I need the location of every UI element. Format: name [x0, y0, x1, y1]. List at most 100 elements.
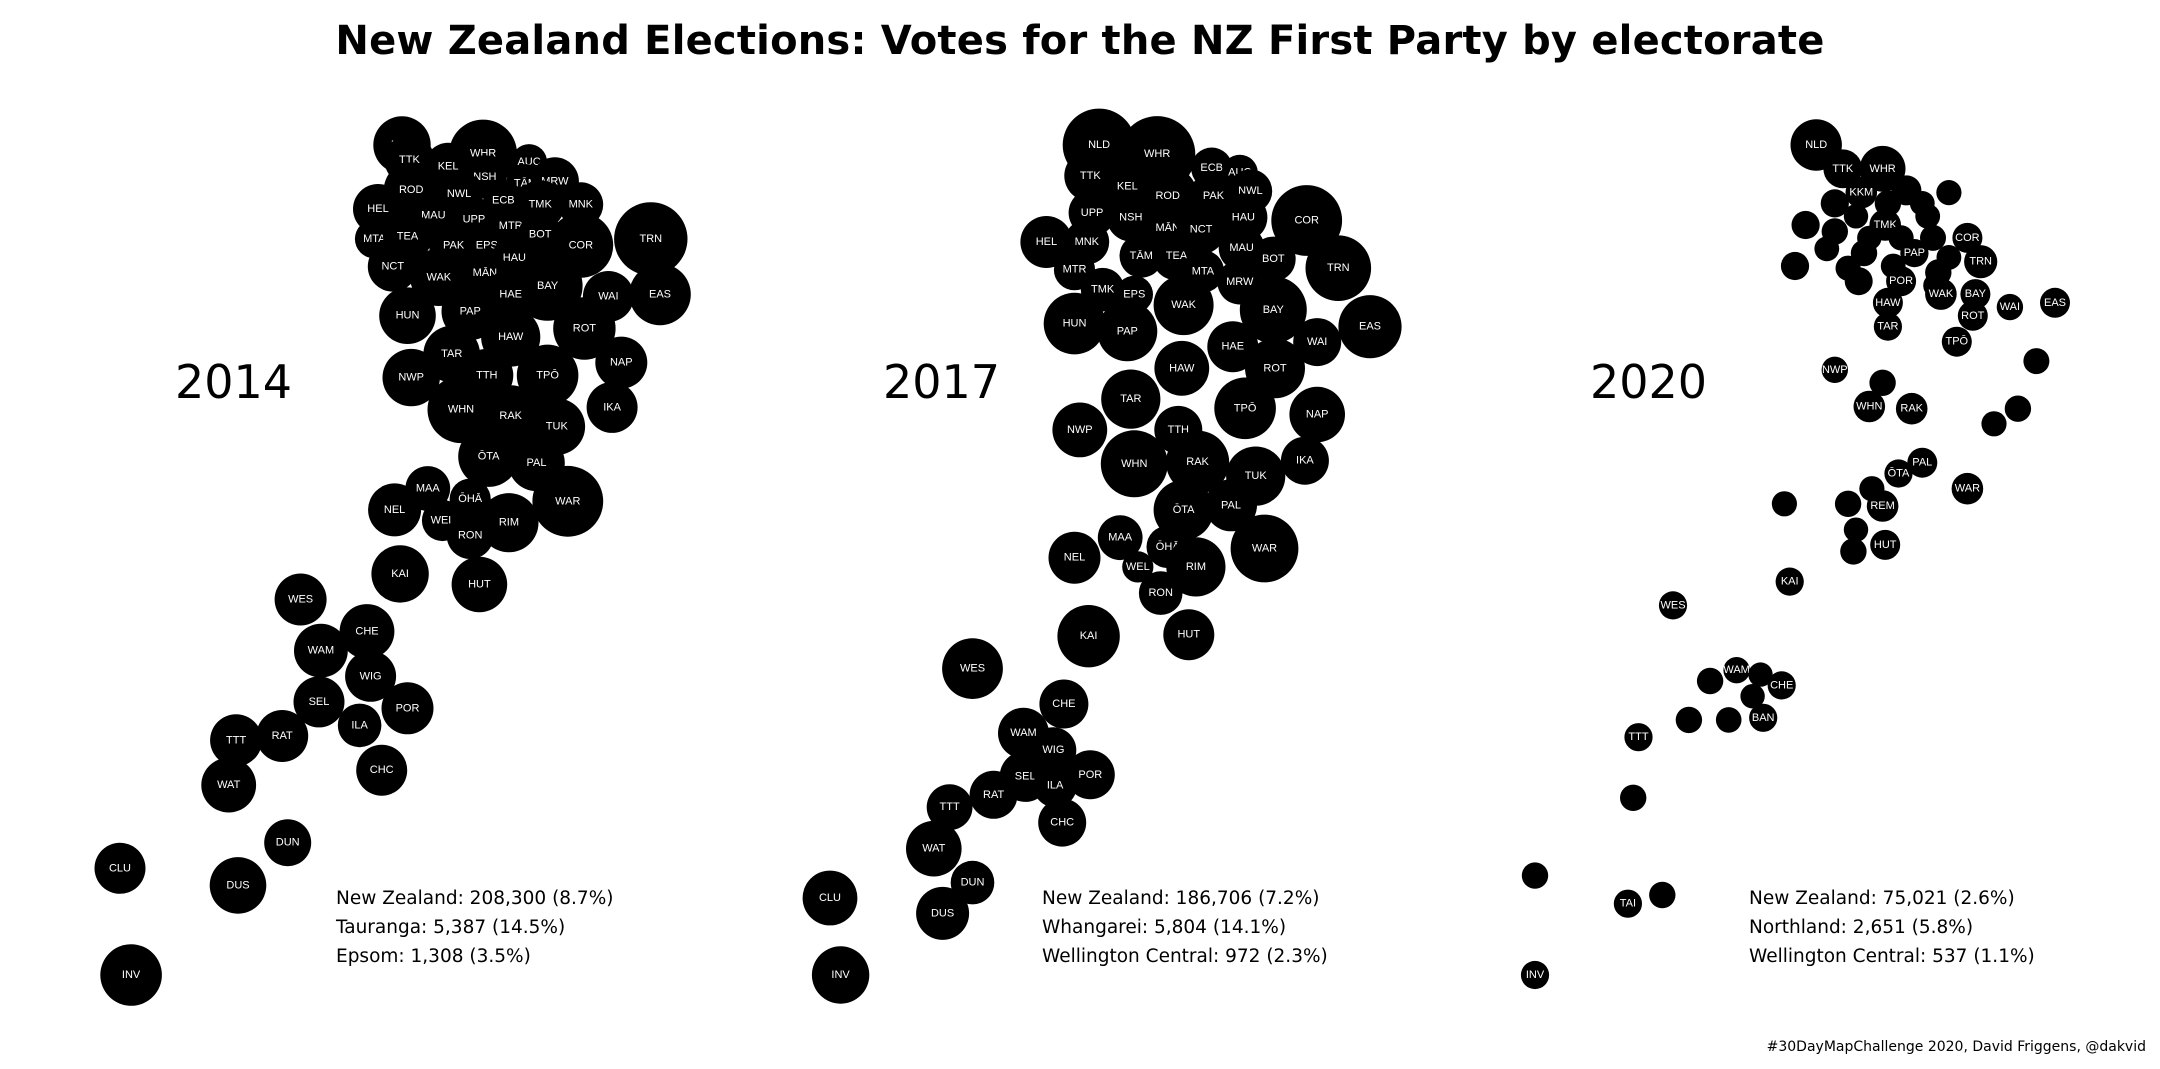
electorate-bubble-unlabelled-16	[1920, 224, 1946, 251]
electorate-label: NWP	[398, 372, 424, 384]
electorate-label: TPŌ	[536, 369, 559, 381]
electorate-label: BAN	[1752, 712, 1775, 724]
electorate-label: HAW	[1169, 362, 1195, 374]
electorate-bubble-rat	[969, 770, 1018, 819]
electorate-bubble-trn	[614, 202, 688, 276]
electorate-bubble-hel	[1020, 216, 1073, 268]
electorate-bubble-tpō	[1214, 377, 1276, 440]
electorate-bubble-ila	[337, 703, 382, 748]
electorate-bubble-rat	[256, 710, 309, 762]
electorate-label: SEL	[309, 696, 330, 708]
electorate-bubble-tpō	[516, 344, 579, 407]
electorate-label: WIG	[360, 670, 382, 682]
electorate-label: TAI	[1620, 898, 1636, 910]
electorate-bubble-pal	[1205, 479, 1257, 532]
electorate-bubble-cor	[1271, 185, 1343, 256]
electorate-label: BOT	[529, 229, 552, 241]
electorate-label: EAS	[1359, 321, 1381, 333]
electorate-bubble-clu	[802, 870, 858, 926]
electorate-label: INV	[831, 969, 850, 981]
electorate-label: WES	[288, 594, 313, 606]
electorate-bubble-unlabelled-52	[1843, 517, 1869, 542]
electorate-label: NWP	[1067, 424, 1093, 436]
electorate-label: DUN	[276, 837, 300, 849]
electorate-bubble-nwp	[1821, 356, 1849, 383]
electorate-bubble-unlabelled-59	[1748, 662, 1773, 687]
electorate-bubble-nwp	[382, 348, 440, 407]
electorate-label: WAT	[217, 779, 240, 791]
electorate-label: DUS	[226, 879, 249, 891]
electorate-label: KAI	[1781, 576, 1799, 588]
electorate-bubble-pap	[1900, 239, 1929, 268]
electorate-bubble-ban	[1749, 703, 1778, 732]
electorate-bubble-dus	[209, 857, 267, 914]
electorate-bubble-hut	[451, 556, 508, 613]
electorate-bubble-hut	[1163, 609, 1215, 661]
electorate-label: WAK	[1171, 299, 1196, 311]
electorate-label: POR	[1078, 769, 1102, 781]
electorate-bubble-wes	[942, 638, 1003, 699]
electorate-bubble-trn	[1964, 245, 1998, 279]
electorate-bubble-bay	[1239, 276, 1307, 344]
summary-line: Wellington Central: 972 (2.3%)	[1042, 946, 1328, 967]
electorate-bubble-unlabelled-54	[1840, 538, 1867, 565]
electorate-bubble-unlabelled-61	[1740, 684, 1765, 709]
electorate-bubble-por	[1065, 750, 1115, 800]
electorate-label: HEL	[1036, 236, 1057, 248]
electorate-bubble-nap	[1289, 386, 1345, 443]
electorate-bubble-wam	[1723, 657, 1750, 684]
electorate-bubble-whn	[427, 376, 495, 444]
electorate-bubble-pap	[1097, 301, 1158, 362]
electorate-bubble-unlabelled-63	[1715, 707, 1742, 733]
electorate-label: WHN	[1121, 458, 1147, 470]
electorate-bubble-unlabelled-6	[1820, 189, 1849, 218]
electorate-label: WAK	[1929, 288, 1954, 300]
electorate-label: MAU	[1229, 242, 1254, 254]
electorate-bubble-dus	[916, 886, 970, 940]
electorate-bubble-unlabelled-62	[1675, 706, 1703, 734]
electorate-label: PAL	[527, 457, 547, 469]
electorate-label: MTA	[363, 233, 386, 245]
electorate-label: KAI	[1080, 630, 1098, 642]
electorate-bubble-trn	[1305, 235, 1372, 301]
electorate-bubble-tām	[1119, 234, 1164, 278]
electorate-label: TEA	[397, 231, 419, 243]
electorate-label: TTH	[1168, 424, 1189, 436]
electorate-bubble-chc	[1038, 798, 1087, 847]
electorate-label: RON	[1148, 587, 1173, 599]
electorate-label: ECB	[492, 195, 515, 207]
electorate-label: MNK	[569, 199, 594, 211]
electorate-bubble-unlabelled-69	[1649, 881, 1676, 909]
electorate-bubble-nap	[595, 336, 648, 389]
electorate-bubble-unlabelled-43	[2004, 395, 2032, 422]
electorate-label: TMK	[1874, 219, 1898, 231]
electorate-label: MTR	[499, 220, 523, 232]
electorate-bubble-unlabelled-40	[2023, 348, 2050, 375]
electorate-bubble-inv	[811, 946, 870, 1004]
electorate-bubble-tar	[1101, 369, 1161, 429]
electorate-bubble-war	[1230, 514, 1299, 583]
electorate-label: ROT	[1961, 310, 1985, 322]
electorate-bubble-unlabelled-5	[1936, 180, 1962, 206]
electorate-label: EAS	[649, 288, 671, 300]
electorate-label: PAL	[1221, 499, 1241, 511]
electorate-label: WAR	[1252, 543, 1277, 555]
electorate-label: CHC	[1050, 817, 1074, 829]
electorate-label: COR	[569, 239, 594, 251]
electorate-bubble-ron	[1138, 571, 1183, 615]
electorate-label: CLU	[109, 862, 131, 874]
chart-title: New Zealand Elections: Votes for the NZ …	[335, 18, 1825, 64]
electorate-bubble-nwp	[1052, 402, 1108, 458]
electorate-label: ROT	[1263, 362, 1287, 374]
summary-line: New Zealand: 208,300 (8.7%)	[336, 888, 614, 909]
electorate-label: TTT	[940, 801, 960, 813]
electorate-label: HEL	[367, 203, 388, 215]
electorate-label: ILA	[351, 719, 368, 731]
electorate-label: PAK	[1203, 190, 1225, 202]
year-label: 2017	[883, 355, 1000, 409]
electorate-bubble-rak	[1895, 392, 1928, 425]
panel-2020: NLD TTK WHR KKM TMK COR PAP TRN POR HAW WAK BAY WAI E…	[1520, 119, 2070, 990]
electorate-bubble-eas	[1338, 295, 1402, 359]
electorate-label: CHC	[370, 764, 394, 776]
electorate-bubble-hun	[1043, 292, 1106, 355]
